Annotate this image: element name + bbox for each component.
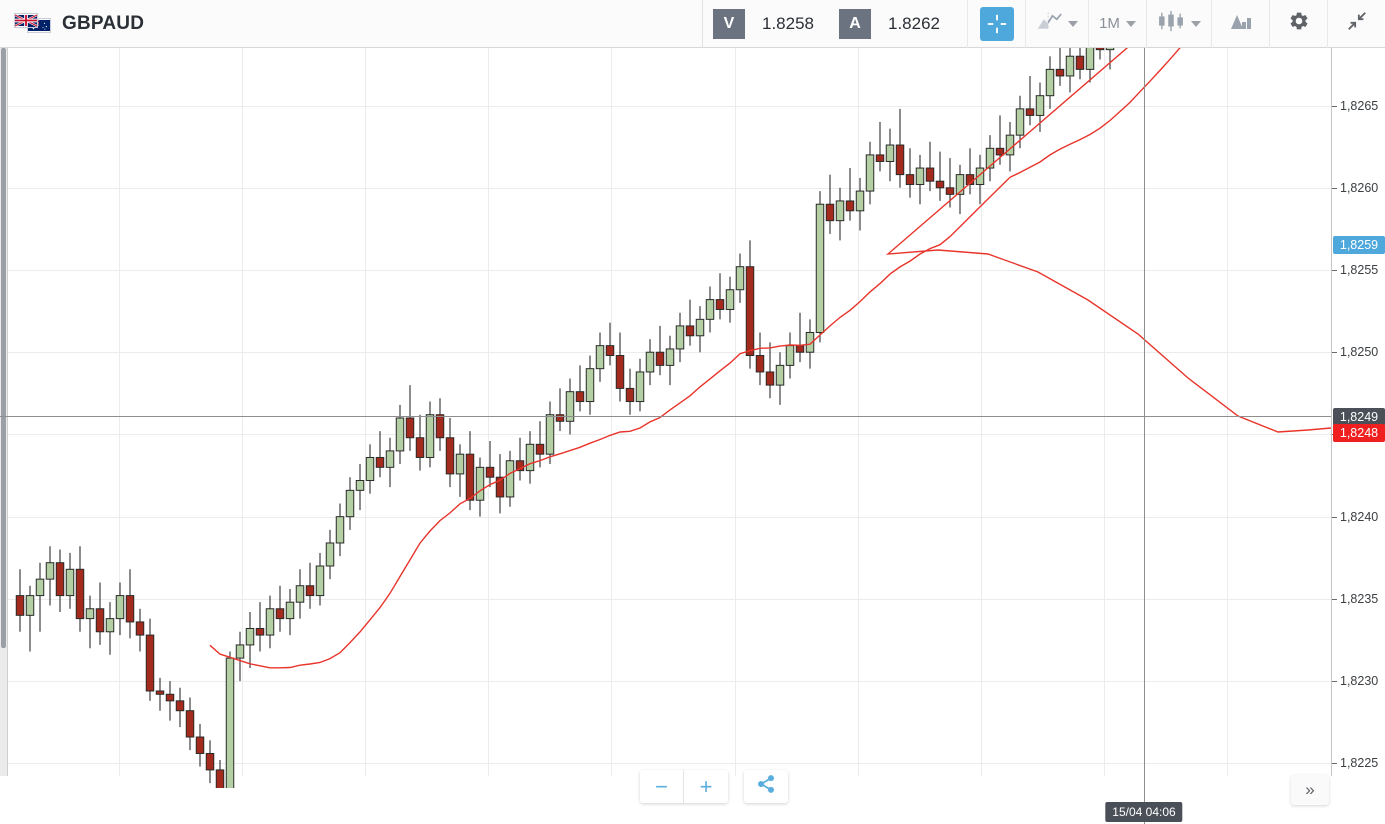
bid-tag: V [713, 8, 745, 39]
quote-group: V 1.8258 A 1.8262 [702, 0, 967, 48]
ask-price-badge: 1,8259 [1333, 236, 1385, 254]
price-tick-text: 1,8255 [1340, 263, 1379, 277]
chart-type-button[interactable] [1025, 0, 1088, 48]
crosshair-horizontal-line [0, 416, 1331, 417]
expand-panel-button[interactable]: » [1291, 775, 1329, 805]
price-tick-text: 1,8265 [1340, 99, 1379, 113]
zoom-out-button[interactable]: − [640, 770, 684, 803]
symbol-group: GBPAUD [0, 0, 144, 48]
tick-mark [1332, 270, 1337, 272]
share-icon [756, 774, 776, 799]
price-tick-text: 1,8260 [1340, 181, 1379, 195]
area-chart-icon [1036, 11, 1062, 36]
price-tick-text: 1,8230 [1340, 674, 1379, 688]
price-tick-text: 1,8235 [1340, 592, 1379, 606]
toolbar-right: V 1.8258 A 1.8262 [702, 0, 1385, 48]
price-tick-label: 1,8230 [1332, 674, 1385, 688]
price-tick-label: 1,8240 [1332, 510, 1385, 524]
candlestick-series [15, 48, 1115, 788]
price-plot[interactable] [8, 48, 1331, 788]
price-tick-text: 1,8240 [1340, 510, 1379, 524]
price-tick-label: 1,8225 [1332, 756, 1385, 770]
settings-button[interactable] [1269, 0, 1327, 48]
tick-mark [1332, 188, 1337, 190]
ask-quote[interactable]: A 1.8262 [835, 0, 961, 48]
collapse-button[interactable] [1327, 0, 1385, 48]
vertical-scrollbar[interactable] [0, 48, 8, 788]
pencil-ruler-icon [1228, 10, 1254, 37]
drawing-tools-button[interactable] [1211, 0, 1269, 48]
tick-mark [1332, 352, 1337, 354]
currency-pair-flags [14, 12, 52, 35]
last-price-badge: 1,8249 [1333, 408, 1385, 426]
tick-mark [1332, 517, 1337, 519]
gridline-horizontal [8, 681, 1331, 682]
bid-quote[interactable]: V 1.8258 [709, 0, 835, 48]
tick-mark [1332, 681, 1337, 683]
crosshair-time-badge: 15/04 04:06 [1105, 802, 1183, 822]
price-tick-label: 1,8250 [1332, 345, 1385, 359]
zoom-controls: − + [640, 770, 788, 803]
crosshair-icon [979, 6, 1014, 41]
chevron-down-icon [1191, 20, 1201, 27]
tick-mark [1332, 763, 1337, 765]
gridline-horizontal [8, 763, 1331, 764]
zoom-button-group: − + [640, 770, 728, 803]
bid-price-badge: 1,8248 [1333, 424, 1385, 442]
chevron-down-icon [1068, 20, 1078, 27]
collapse-arrows-icon [1346, 10, 1368, 37]
chevron-down-icon [1125, 20, 1136, 27]
gear-icon [1288, 10, 1310, 37]
symbol-name: GBPAUD [62, 12, 145, 34]
tick-mark [1332, 106, 1337, 108]
top-toolbar: GBPAUD V 1.8258 A 1.8262 [0, 0, 1385, 48]
price-tick-label: 1,8235 [1332, 592, 1385, 606]
price-tick-text: 1,8225 [1340, 756, 1379, 770]
candlestick-icon [1157, 10, 1185, 37]
price-tick-text: 1,8250 [1340, 345, 1379, 359]
crosshair-tool-button[interactable] [967, 0, 1025, 48]
uk-flag-icon [14, 12, 38, 28]
ask-tag: A [839, 8, 871, 39]
tick-mark [1332, 599, 1337, 601]
candle-style-button[interactable] [1146, 0, 1211, 48]
ask-value: 1.8262 [888, 13, 940, 33]
scrollbar-thumb[interactable] [1, 48, 6, 648]
timeframe-label: 1M [1099, 15, 1120, 32]
gridline-vertical [119, 48, 120, 788]
bid-value: 1.8258 [762, 13, 814, 33]
crosshair-vertical-line [1144, 48, 1145, 824]
price-tick-label: 1,8260 [1332, 181, 1385, 195]
timeframe-button[interactable]: 1M [1088, 0, 1146, 48]
price-tick-label: 1,8255 [1332, 263, 1385, 277]
price-tick-label: 1,8265 [1332, 99, 1385, 113]
chart-canvas-area[interactable]: 1,82651,82601,82551,82501,82451,82401,82… [0, 48, 1385, 824]
zoom-in-button[interactable]: + [684, 770, 728, 803]
price-axis[interactable]: 1,82651,82601,82551,82501,82451,82401,82… [1331, 48, 1385, 824]
share-button[interactable] [744, 770, 788, 803]
